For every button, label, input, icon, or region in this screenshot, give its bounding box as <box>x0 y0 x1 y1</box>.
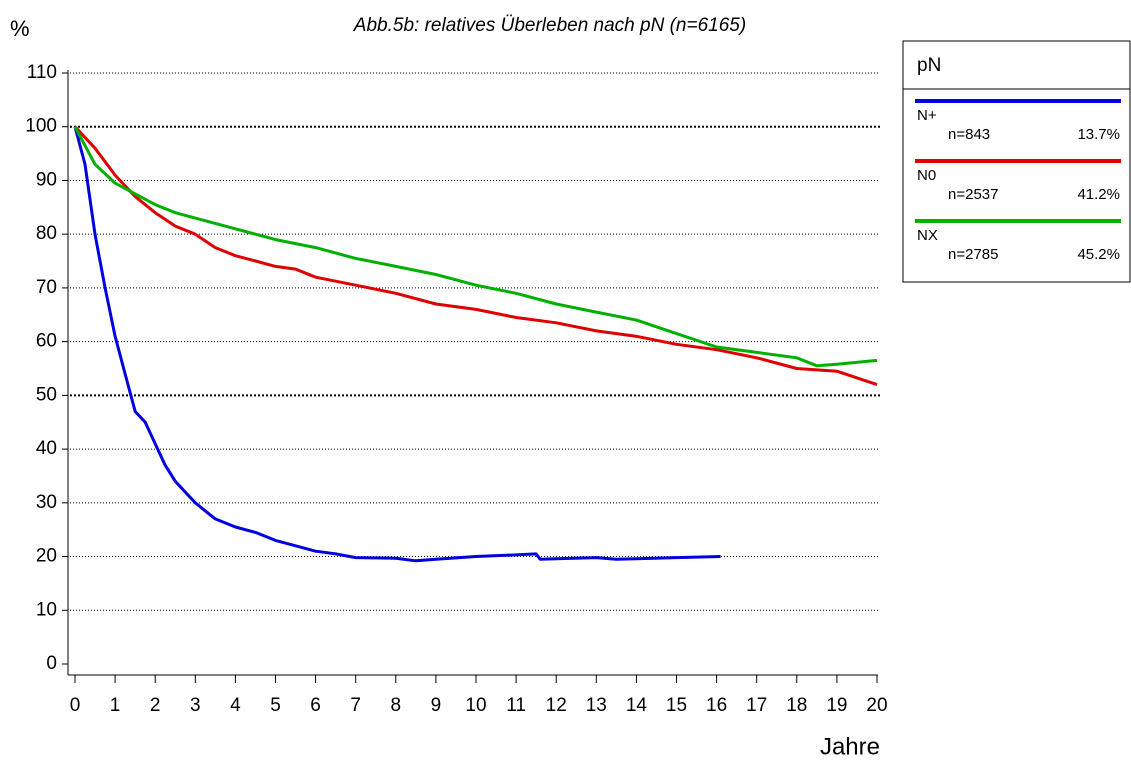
x-tick-label: 1 <box>110 695 121 716</box>
x-tick-label: 10 <box>465 695 486 716</box>
chart-title: Abb.5b: relatives Überleben nach pN (n=6… <box>353 15 746 36</box>
x-tick-label: 11 <box>506 695 526 716</box>
x-tick-label: 19 <box>826 695 847 716</box>
y-tick-label: 110 <box>27 62 57 83</box>
legend-count: n=2785 <box>948 246 998 263</box>
y-tick-label: 80 <box>36 223 57 244</box>
x-tick-label: 0 <box>70 695 81 716</box>
series-line <box>73 125 878 368</box>
x-tick-label: 15 <box>666 695 687 716</box>
x-axis-label: Jahre <box>820 733 880 760</box>
legend-title: pN <box>917 55 941 76</box>
legend-share: 13.7% <box>1077 126 1120 143</box>
x-tick-label: 17 <box>746 695 767 716</box>
y-tick-label: 40 <box>36 438 57 459</box>
x-tick-label: 9 <box>431 695 442 716</box>
y-tick-label: 60 <box>36 331 57 352</box>
legend-share: 45.2% <box>1077 246 1120 263</box>
y-tick-label: 50 <box>36 384 57 405</box>
legend-label: N+ <box>917 107 937 124</box>
y-tick-label: 10 <box>36 599 57 620</box>
x-tick-label: 2 <box>150 695 161 716</box>
y-tick-label: 0 <box>46 653 57 674</box>
legend-count: n=2537 <box>948 186 998 203</box>
y-tick-label: 70 <box>36 277 57 298</box>
y-tick-label: 20 <box>36 546 57 567</box>
y-axis-label: % <box>10 16 30 41</box>
y-tick-label: 30 <box>36 492 57 513</box>
x-tick-label: 5 <box>270 695 281 716</box>
y-tick-label: 100 <box>25 116 57 137</box>
series-line <box>73 125 878 387</box>
series-line <box>73 126 721 563</box>
x-tick-label: 8 <box>391 695 402 716</box>
x-tick-label: 12 <box>546 695 567 716</box>
x-tick-label: 4 <box>230 695 241 716</box>
x-tick-label: 20 <box>866 695 887 716</box>
legend-count: n=843 <box>948 126 990 143</box>
x-tick-label: 3 <box>190 695 201 716</box>
y-tick-label: 90 <box>36 169 57 190</box>
x-tick-label: 13 <box>586 695 607 716</box>
legend-box <box>902 40 1131 283</box>
x-tick-label: 18 <box>786 695 807 716</box>
legend-label: NX <box>917 227 938 244</box>
x-tick-label: 14 <box>626 695 648 716</box>
legend-share: 41.2% <box>1077 186 1120 203</box>
x-tick-label: 16 <box>706 695 727 716</box>
x-tick-label: 7 <box>350 695 361 716</box>
x-tick-label: 6 <box>310 695 321 716</box>
legend-label: N0 <box>917 167 936 184</box>
